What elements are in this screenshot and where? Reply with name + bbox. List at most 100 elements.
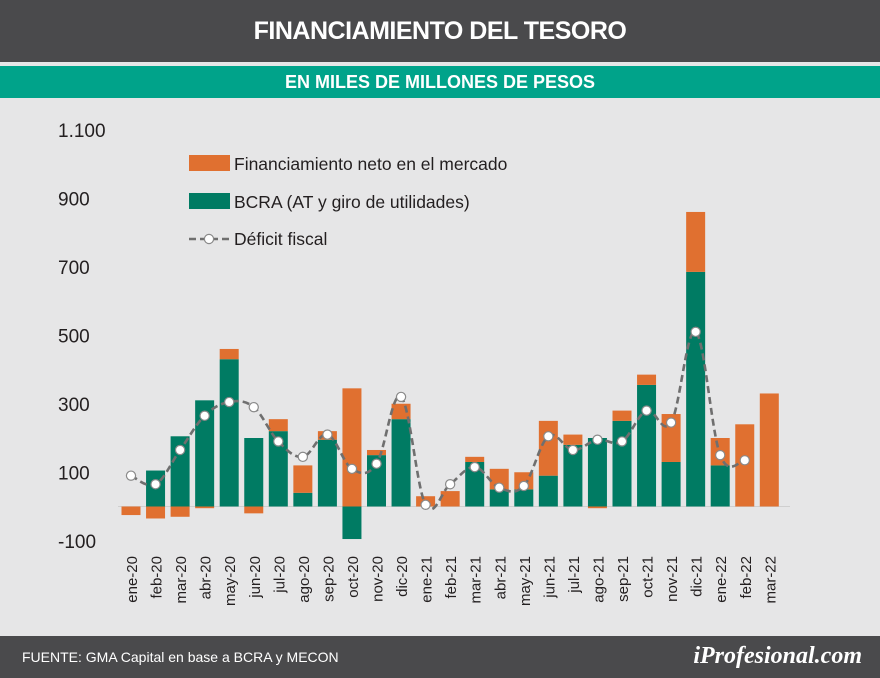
bar-bcra-jul-21 [563, 444, 583, 507]
deficit-point-feb-22 [739, 455, 750, 466]
deficit-point-jun-20 [248, 401, 259, 413]
bar-mercado-jun-21 [538, 420, 558, 476]
deficit-point-may-21 [518, 480, 530, 492]
brand-logo: iProfesional.com [693, 643, 862, 669]
deficit-point-dic-20 [395, 391, 407, 403]
bar-bcra-jun-20 [244, 438, 264, 507]
bar-bcra-sep-20 [317, 439, 337, 507]
x-tick-label: oct-20 [345, 556, 362, 598]
x-tick-label: may-20 [222, 556, 239, 606]
bar-bcra-dic-20 [391, 419, 411, 507]
deficit-point-ago-21 [592, 434, 603, 445]
bar-mercado-dic-21 [686, 211, 706, 272]
deficit-point-oct-20 [346, 463, 358, 475]
x-tick-label: ene-21 [419, 556, 436, 603]
x-tick-label: feb-20 [149, 556, 166, 599]
deficit-point-jun-21 [543, 431, 554, 442]
x-tick-label: nov-21 [664, 556, 681, 602]
bar-mercado-sep-21 [612, 410, 632, 421]
x-tick-label: sep-21 [615, 556, 632, 602]
legend-swatch-bcra [189, 193, 230, 209]
x-tick-label: jun-21 [541, 556, 558, 599]
bar-bcra-may-21 [514, 489, 534, 507]
chart-svg: 1.100 900 700 500 300 100 -100 ene-20 feb-20 mar… [58, 121, 790, 606]
x-tick-label: dic-21 [689, 556, 706, 597]
bar-bcra-may-20 [219, 359, 239, 507]
deficit-point-ago-20 [297, 451, 309, 463]
deficit-point-mar-21 [469, 461, 480, 473]
deficit-point-may-20 [223, 396, 235, 408]
y-axis-tick-labels: 1.100 900 700 500 300 100 -100 [58, 121, 106, 553]
deficit-point-oct-21 [641, 405, 652, 416]
x-tick-label: mar-20 [173, 556, 190, 604]
x-tick-label: mar-21 [468, 556, 485, 604]
legend-swatch-mercado [189, 155, 230, 171]
bar-mercado-mar-21 [465, 456, 485, 462]
bar-mercado-abr-20 [195, 506, 215, 509]
y-tick-label: 500 [58, 326, 90, 347]
x-tick-label: jul-21 [566, 556, 583, 594]
bar-bcra-nov-21 [661, 461, 681, 507]
bar-bcra-oct-20 [342, 506, 362, 540]
deficit-point-jul-20 [273, 436, 284, 447]
x-tick-label: feb-21 [443, 556, 460, 599]
x-tick-label: oct-21 [640, 556, 657, 598]
bar-bcra-mar-21 [465, 461, 485, 507]
y-tick-label: 300 [58, 395, 90, 416]
x-tick-label: abr-20 [198, 556, 215, 599]
bars-group [121, 211, 779, 540]
y-tick-label: -100 [58, 532, 96, 553]
y-tick-label: 1.100 [58, 121, 106, 142]
y-tick-label: 900 [58, 189, 90, 210]
bar-mercado-mar-22 [759, 393, 779, 507]
x-tick-label: sep-20 [320, 556, 337, 602]
bar-mercado-mar-20 [170, 506, 190, 517]
legend-swatch-deficit-point [203, 233, 215, 245]
legend-label: Déficit fiscal [234, 229, 327, 249]
y-tick-label: 700 [58, 258, 90, 279]
deficit-point-dic-21 [690, 326, 701, 338]
footer: FUENTE: GMA Capital en base a BCRA y MEC… [0, 636, 880, 678]
bar-mercado-feb-20 [146, 506, 166, 519]
x-tick-label: jul-20 [271, 556, 288, 594]
chart-title: FINANCIAMIENTO DEL TESORO [0, 0, 880, 62]
x-tick-label: ene-20 [124, 556, 141, 603]
x-tick-label: feb-22 [738, 556, 755, 599]
bar-bcra-abr-21 [489, 489, 509, 507]
deficit-line [130, 330, 746, 511]
bar-mercado-ago-21 [587, 506, 607, 509]
y-tick-label: 100 [58, 463, 90, 484]
bar-bcra-oct-21 [637, 384, 657, 507]
deficit-point-feb-20 [150, 479, 161, 490]
deficit-point-ene-21 [420, 499, 431, 510]
bar-mercado-ene-20 [121, 506, 141, 516]
x-tick-label: nov-20 [370, 556, 387, 602]
x-tick-label: dic-20 [394, 556, 411, 597]
bar-mercado-oct-20 [342, 388, 362, 507]
source-note: FUENTE: GMA Capital en base a BCRA y MEC… [22, 649, 339, 665]
bar-bcra-mar-20 [170, 436, 190, 507]
deficit-point-sep-20 [322, 429, 333, 440]
deficit-point-mar-20 [174, 444, 186, 456]
x-tick-label: ago-21 [590, 556, 607, 603]
x-tick-label: jun-20 [247, 556, 264, 599]
bar-mercado-may-20 [219, 348, 239, 360]
chart-subtitle: EN MILES DE MILLONES DE PESOS [0, 66, 880, 98]
x-tick-label: abr-21 [492, 556, 509, 599]
bar-bcra-abr-20 [195, 400, 215, 507]
x-tick-label: mar-22 [762, 556, 779, 604]
bar-mercado-ago-20 [293, 465, 313, 493]
x-tick-label: ene-22 [713, 556, 730, 603]
bar-bcra-ago-21 [587, 438, 607, 507]
chart-area: 1.100 900 700 500 300 100 -100 ene-20 feb-20 mar… [0, 98, 880, 636]
bar-bcra-jun-21 [538, 475, 558, 507]
bar-bcra-jul-20 [268, 431, 288, 507]
legend: Financiamiento neto en el mercado BCRA (A… [189, 154, 507, 249]
x-tick-label: ago-20 [296, 556, 313, 603]
deficit-point-ene-20 [125, 470, 137, 481]
deficit-point-nov-21 [665, 417, 677, 428]
x-tick-label: may-21 [517, 556, 534, 606]
deficit-point-ene-22 [715, 449, 726, 461]
bar-mercado-abr-21 [489, 468, 509, 490]
bar-mercado-jun-20 [244, 506, 264, 514]
